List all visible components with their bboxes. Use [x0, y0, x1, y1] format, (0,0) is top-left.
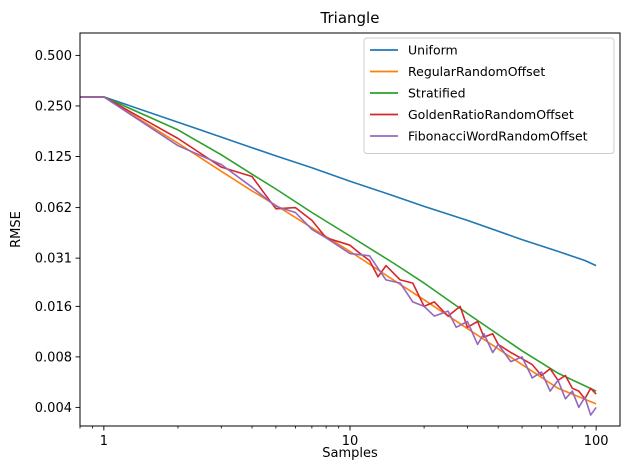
y-tick-label: 0.250 — [35, 99, 72, 114]
series-line-3 — [80, 96, 597, 400]
y-axis: 0.004 0.008 0.016 0.031 0.062 0.125 0.250 0.500 — [35, 49, 80, 416]
series-line-0 — [80, 96, 597, 267]
legend-label-1: RegularRandomOffset — [408, 64, 545, 79]
y-tick-label: 0.031 — [35, 252, 72, 267]
y-tick-label: 0.008 — [35, 350, 72, 365]
y-tick-label: 0.500 — [35, 49, 72, 64]
y-tick-label: 0.125 — [35, 150, 72, 165]
legend-label-0: Uniform — [408, 43, 458, 58]
x-tick-label: 100 — [584, 434, 609, 449]
chart-title: Triangle — [320, 9, 380, 27]
series-line-4 — [80, 96, 597, 416]
y-tick-label: 0.016 — [35, 300, 72, 315]
x-axis: 1 10 100 — [79, 426, 609, 449]
legend-label-4: FibonacciWordRandomOffset — [408, 129, 588, 144]
x-tick-label: 1 — [100, 434, 108, 449]
legend: Uniform RegularRandomOffset Stratified Gold… — [363, 37, 615, 154]
y-tick-label: 0.062 — [35, 201, 72, 216]
legend-label-2: Stratified — [408, 86, 466, 101]
y-tick-label: 0.004 — [35, 401, 72, 416]
legend-box — [363, 37, 615, 154]
x-axis-title: Samples — [322, 446, 378, 461]
series-line-2 — [80, 96, 597, 392]
y-axis-title: RMSE — [9, 211, 24, 248]
x-tick-label: 10 — [342, 434, 359, 449]
legend-label-3: GoldenRatioRandomOffset — [408, 107, 574, 122]
series-layer — [80, 96, 597, 416]
